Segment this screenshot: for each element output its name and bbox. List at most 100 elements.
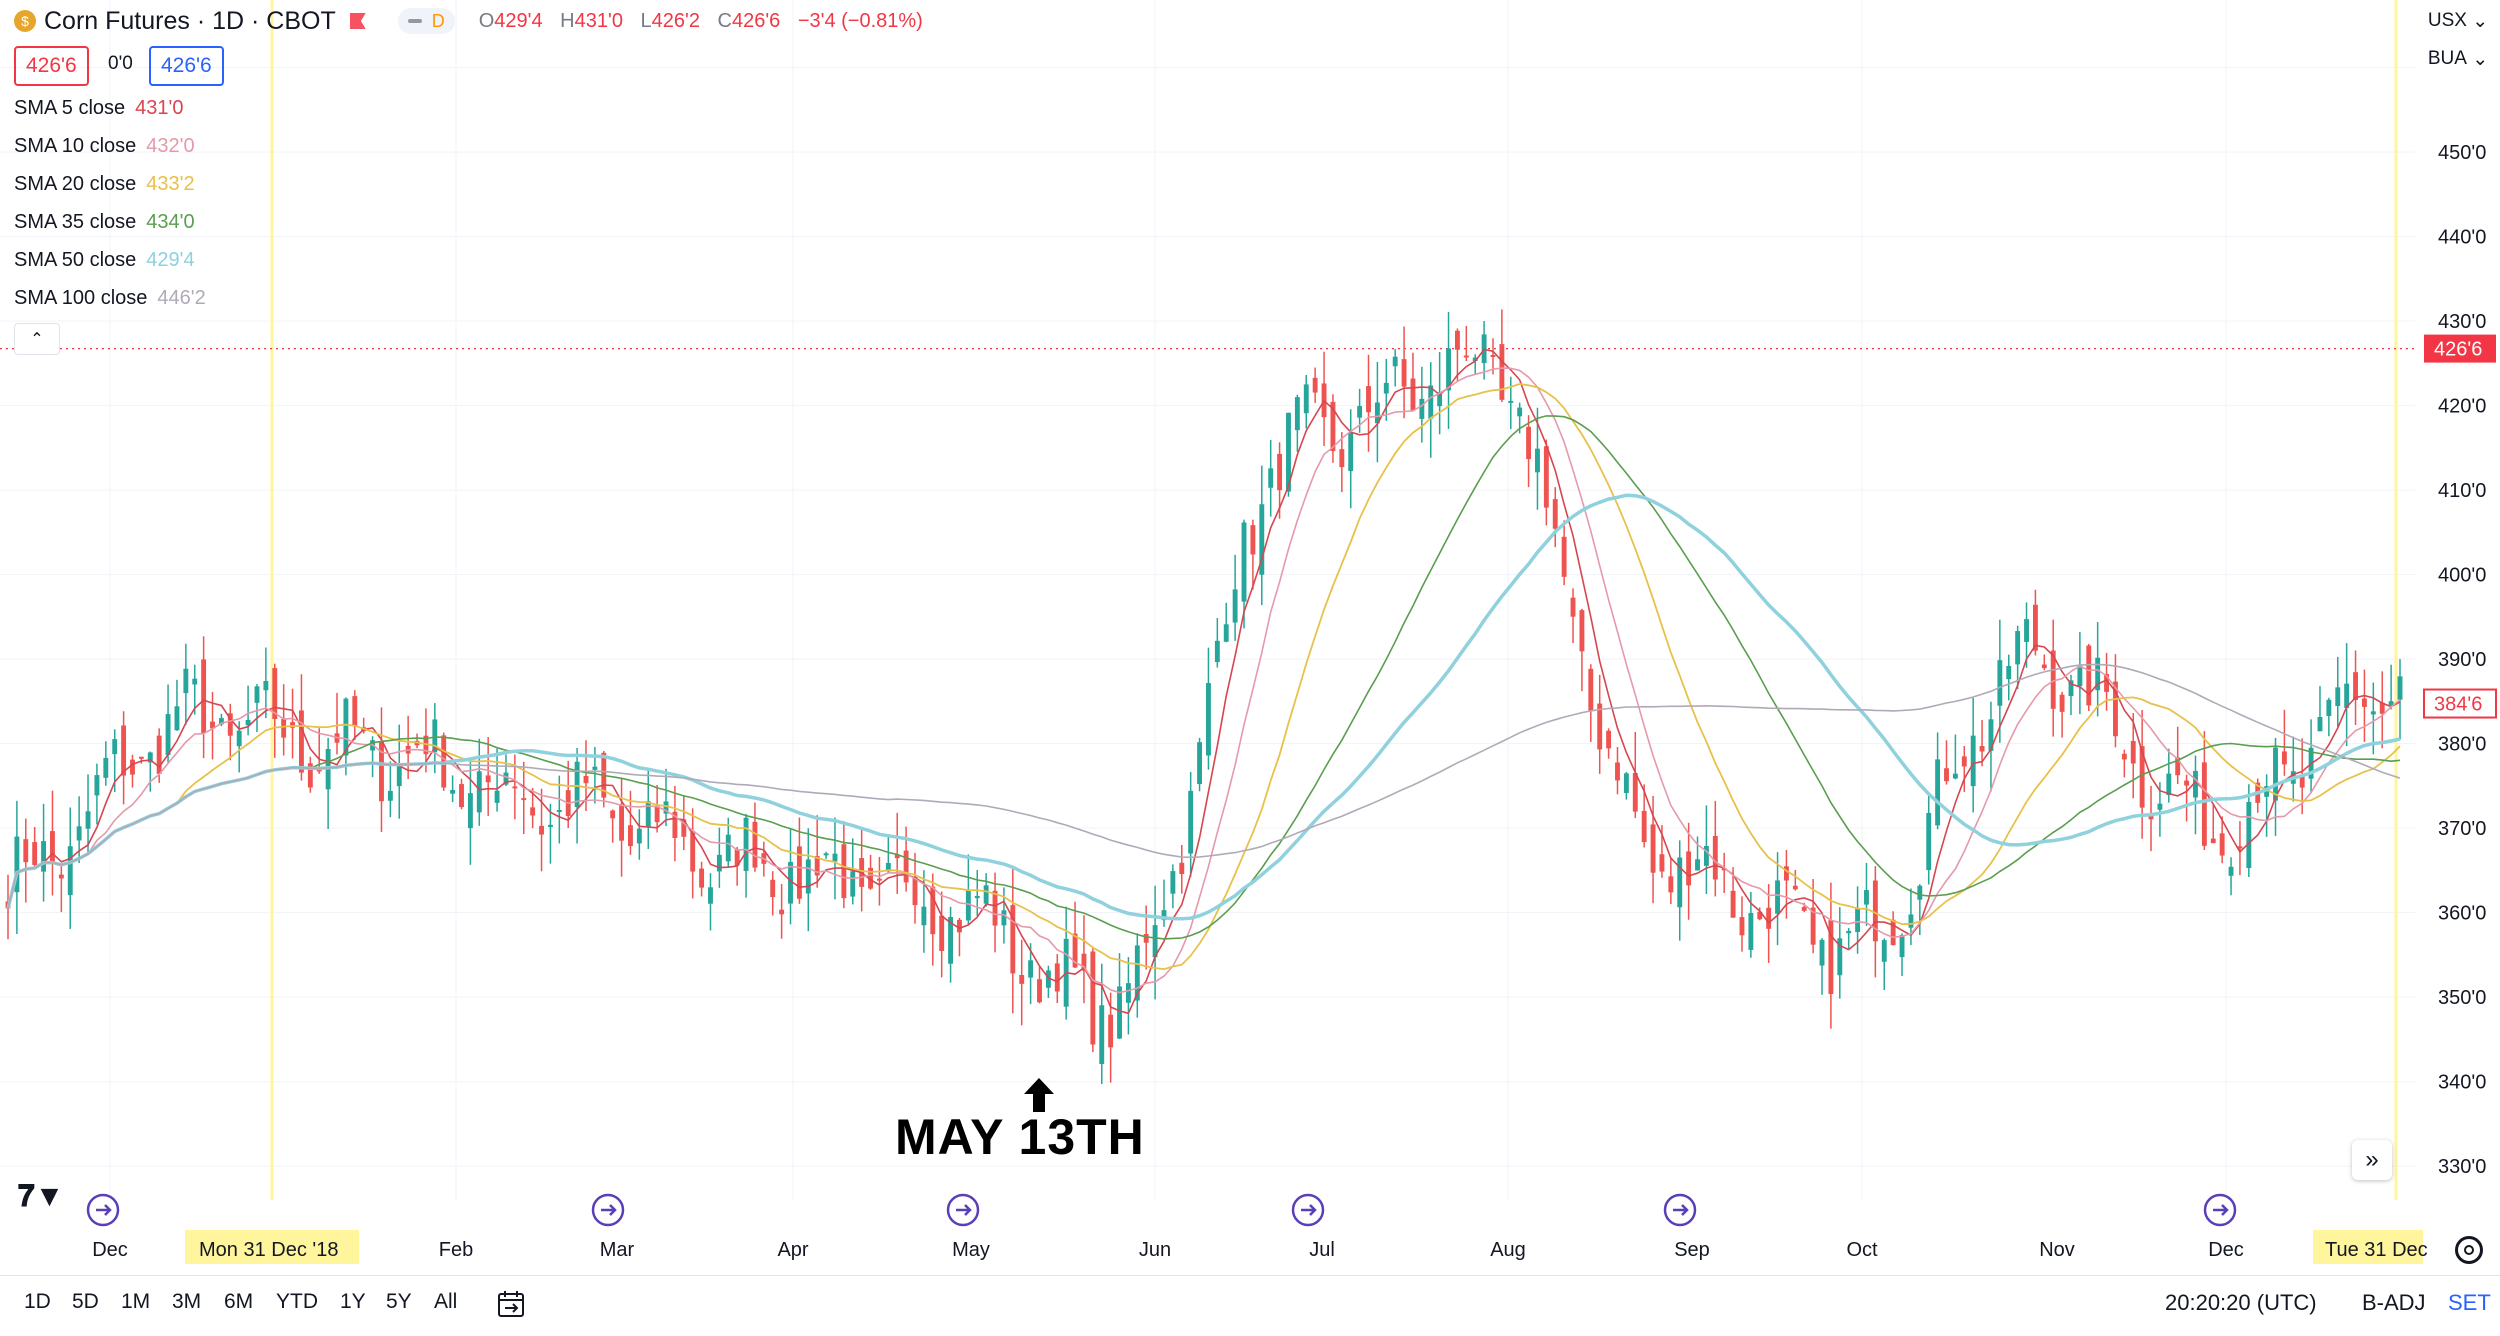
chart-annotation: MAY 13TH [895, 1109, 1145, 1165]
candle-body [1606, 730, 1612, 749]
y-tick-label: 410'0 [2438, 480, 2486, 502]
candle-body [1908, 914, 1914, 928]
indicator-name: SMA 10 close [14, 135, 137, 157]
candle-body [1117, 986, 1122, 1039]
event-arrow-icon [1301, 1204, 1317, 1216]
tradingview-logo: 𝟕▼ [18, 1180, 65, 1213]
candle-body [2353, 672, 2358, 701]
timeframe-5y[interactable]: 5Y [386, 1290, 412, 1313]
candle-body [1944, 768, 1949, 782]
y-tick-label: 360'0 [2438, 903, 2486, 925]
symbol-title[interactable]: Corn Futures · 1D · CBOT [44, 6, 336, 35]
candle-body [1277, 453, 1283, 491]
y-tick-label: 400'0 [2438, 565, 2486, 587]
candle-body [654, 806, 660, 823]
indicator-sma10[interactable]: SMA 10 close 432'0 [14, 135, 195, 158]
indicator-value: 446'2 [157, 287, 206, 309]
candle-body [1819, 939, 1825, 966]
candle-body [281, 718, 287, 738]
candle-body [1935, 759, 1941, 826]
candle-body [796, 846, 802, 899]
timeframe-6m[interactable]: 6M [224, 1290, 254, 1313]
candle-body [841, 844, 847, 899]
candle-body [530, 807, 536, 816]
sma-20-line [7, 383, 2401, 971]
open-key: O [478, 9, 495, 32]
candle-body [1214, 640, 1220, 663]
candle-body [2228, 866, 2234, 876]
candle-body [1988, 719, 1994, 751]
crosshair-date-bg [2313, 1230, 2423, 1264]
timeframe-ytd[interactable]: YTD [276, 1290, 318, 1313]
candle-body [1561, 536, 1567, 577]
indicator-sma50[interactable]: SMA 50 close 429'4 [14, 249, 195, 272]
timeframe-all[interactable]: All [434, 1290, 458, 1313]
candle-body [2157, 803, 2163, 810]
close-price-label: 384'6 [2434, 694, 2482, 716]
buy-price-box[interactable]: 426'6 [149, 46, 224, 86]
candle-body [2024, 619, 2029, 642]
clock-time[interactable]: 20:20:20 (UTC) [2165, 1290, 2317, 1315]
candle-body [823, 853, 829, 856]
indicator-sma35[interactable]: SMA 35 close 434'0 [14, 211, 195, 234]
adjustment-toggle[interactable]: B-ADJ [2362, 1290, 2426, 1315]
candle-body [2184, 780, 2190, 786]
timeframe-1y[interactable]: 1Y [340, 1290, 366, 1313]
candle-body [183, 668, 189, 694]
low-key: L [640, 9, 652, 32]
collapse-legend-button[interactable]: ⌃ [14, 323, 60, 355]
candle-body [1099, 1005, 1105, 1064]
sell-price-box[interactable]: 426'6 [14, 46, 89, 86]
candle-body [1250, 525, 1256, 555]
candle-body [2139, 746, 2145, 808]
timeframe-3m[interactable]: 3M [172, 1290, 202, 1313]
indicator-sma20[interactable]: SMA 20 close 433'2 [14, 173, 195, 196]
scroll-to-realtime-button[interactable]: » [2352, 1140, 2392, 1180]
y-tick-label: 340'0 [2438, 1072, 2486, 1094]
price-chart[interactable]: 330'0 340'0 350'0 360'0 370'0 380'0 390'0 400'0… [0, 0, 2500, 1275]
flag-icon[interactable] [349, 13, 366, 29]
sma-10-line [7, 367, 2401, 994]
candle-body [628, 825, 633, 847]
candle-body [1125, 983, 1131, 1003]
candle-body [201, 659, 207, 734]
candle-body [32, 842, 38, 865]
candle-body [1952, 773, 1958, 779]
candle-body [974, 895, 980, 899]
settings-gear-icon[interactable] [2455, 1236, 2483, 1264]
candle-body [192, 678, 198, 685]
timeframe-1m[interactable]: 1M [121, 1290, 151, 1313]
candle-body [2299, 776, 2305, 788]
candle-body [2273, 747, 2278, 801]
x-tick-label: Jun [1139, 1239, 1171, 1261]
candle-body [1801, 906, 1807, 911]
candle-body [1197, 742, 1202, 785]
currency-select[interactable]: USX ⌄ [2425, 4, 2491, 38]
candle-body [1650, 824, 1656, 873]
interval-pill[interactable]: D [397, 8, 455, 34]
candle-body [1766, 907, 1772, 929]
indicator-sma5[interactable]: SMA 5 close 431'0 [14, 97, 183, 120]
bottom-toolbar [0, 1275, 2500, 1336]
candle-body [450, 789, 456, 794]
candle-body [1668, 876, 1674, 893]
candle-body [1783, 866, 1789, 881]
candle-body [1259, 504, 1265, 575]
unit-select[interactable]: BUA ⌄ [2425, 42, 2491, 76]
candle-body [1161, 910, 1167, 921]
indicator-sma100[interactable]: SMA 100 close 446'2 [14, 287, 206, 310]
timeframe-1d[interactable]: 1D [24, 1290, 51, 1313]
candle-body [1188, 790, 1194, 854]
calendar-range-icon[interactable] [497, 1290, 527, 1318]
session-toggle[interactable]: SET [2448, 1290, 2491, 1315]
candle-body [441, 735, 447, 788]
candle-body [476, 771, 482, 813]
candle-body [1695, 859, 1700, 871]
x-tick-label: Feb [439, 1239, 473, 1261]
candle-body [1268, 468, 1274, 488]
candle-body [1045, 970, 1051, 988]
candle-body [1454, 330, 1460, 350]
candle-body [1855, 908, 1861, 933]
timeframe-5d[interactable]: 5D [72, 1290, 99, 1313]
candle-body [94, 775, 100, 796]
